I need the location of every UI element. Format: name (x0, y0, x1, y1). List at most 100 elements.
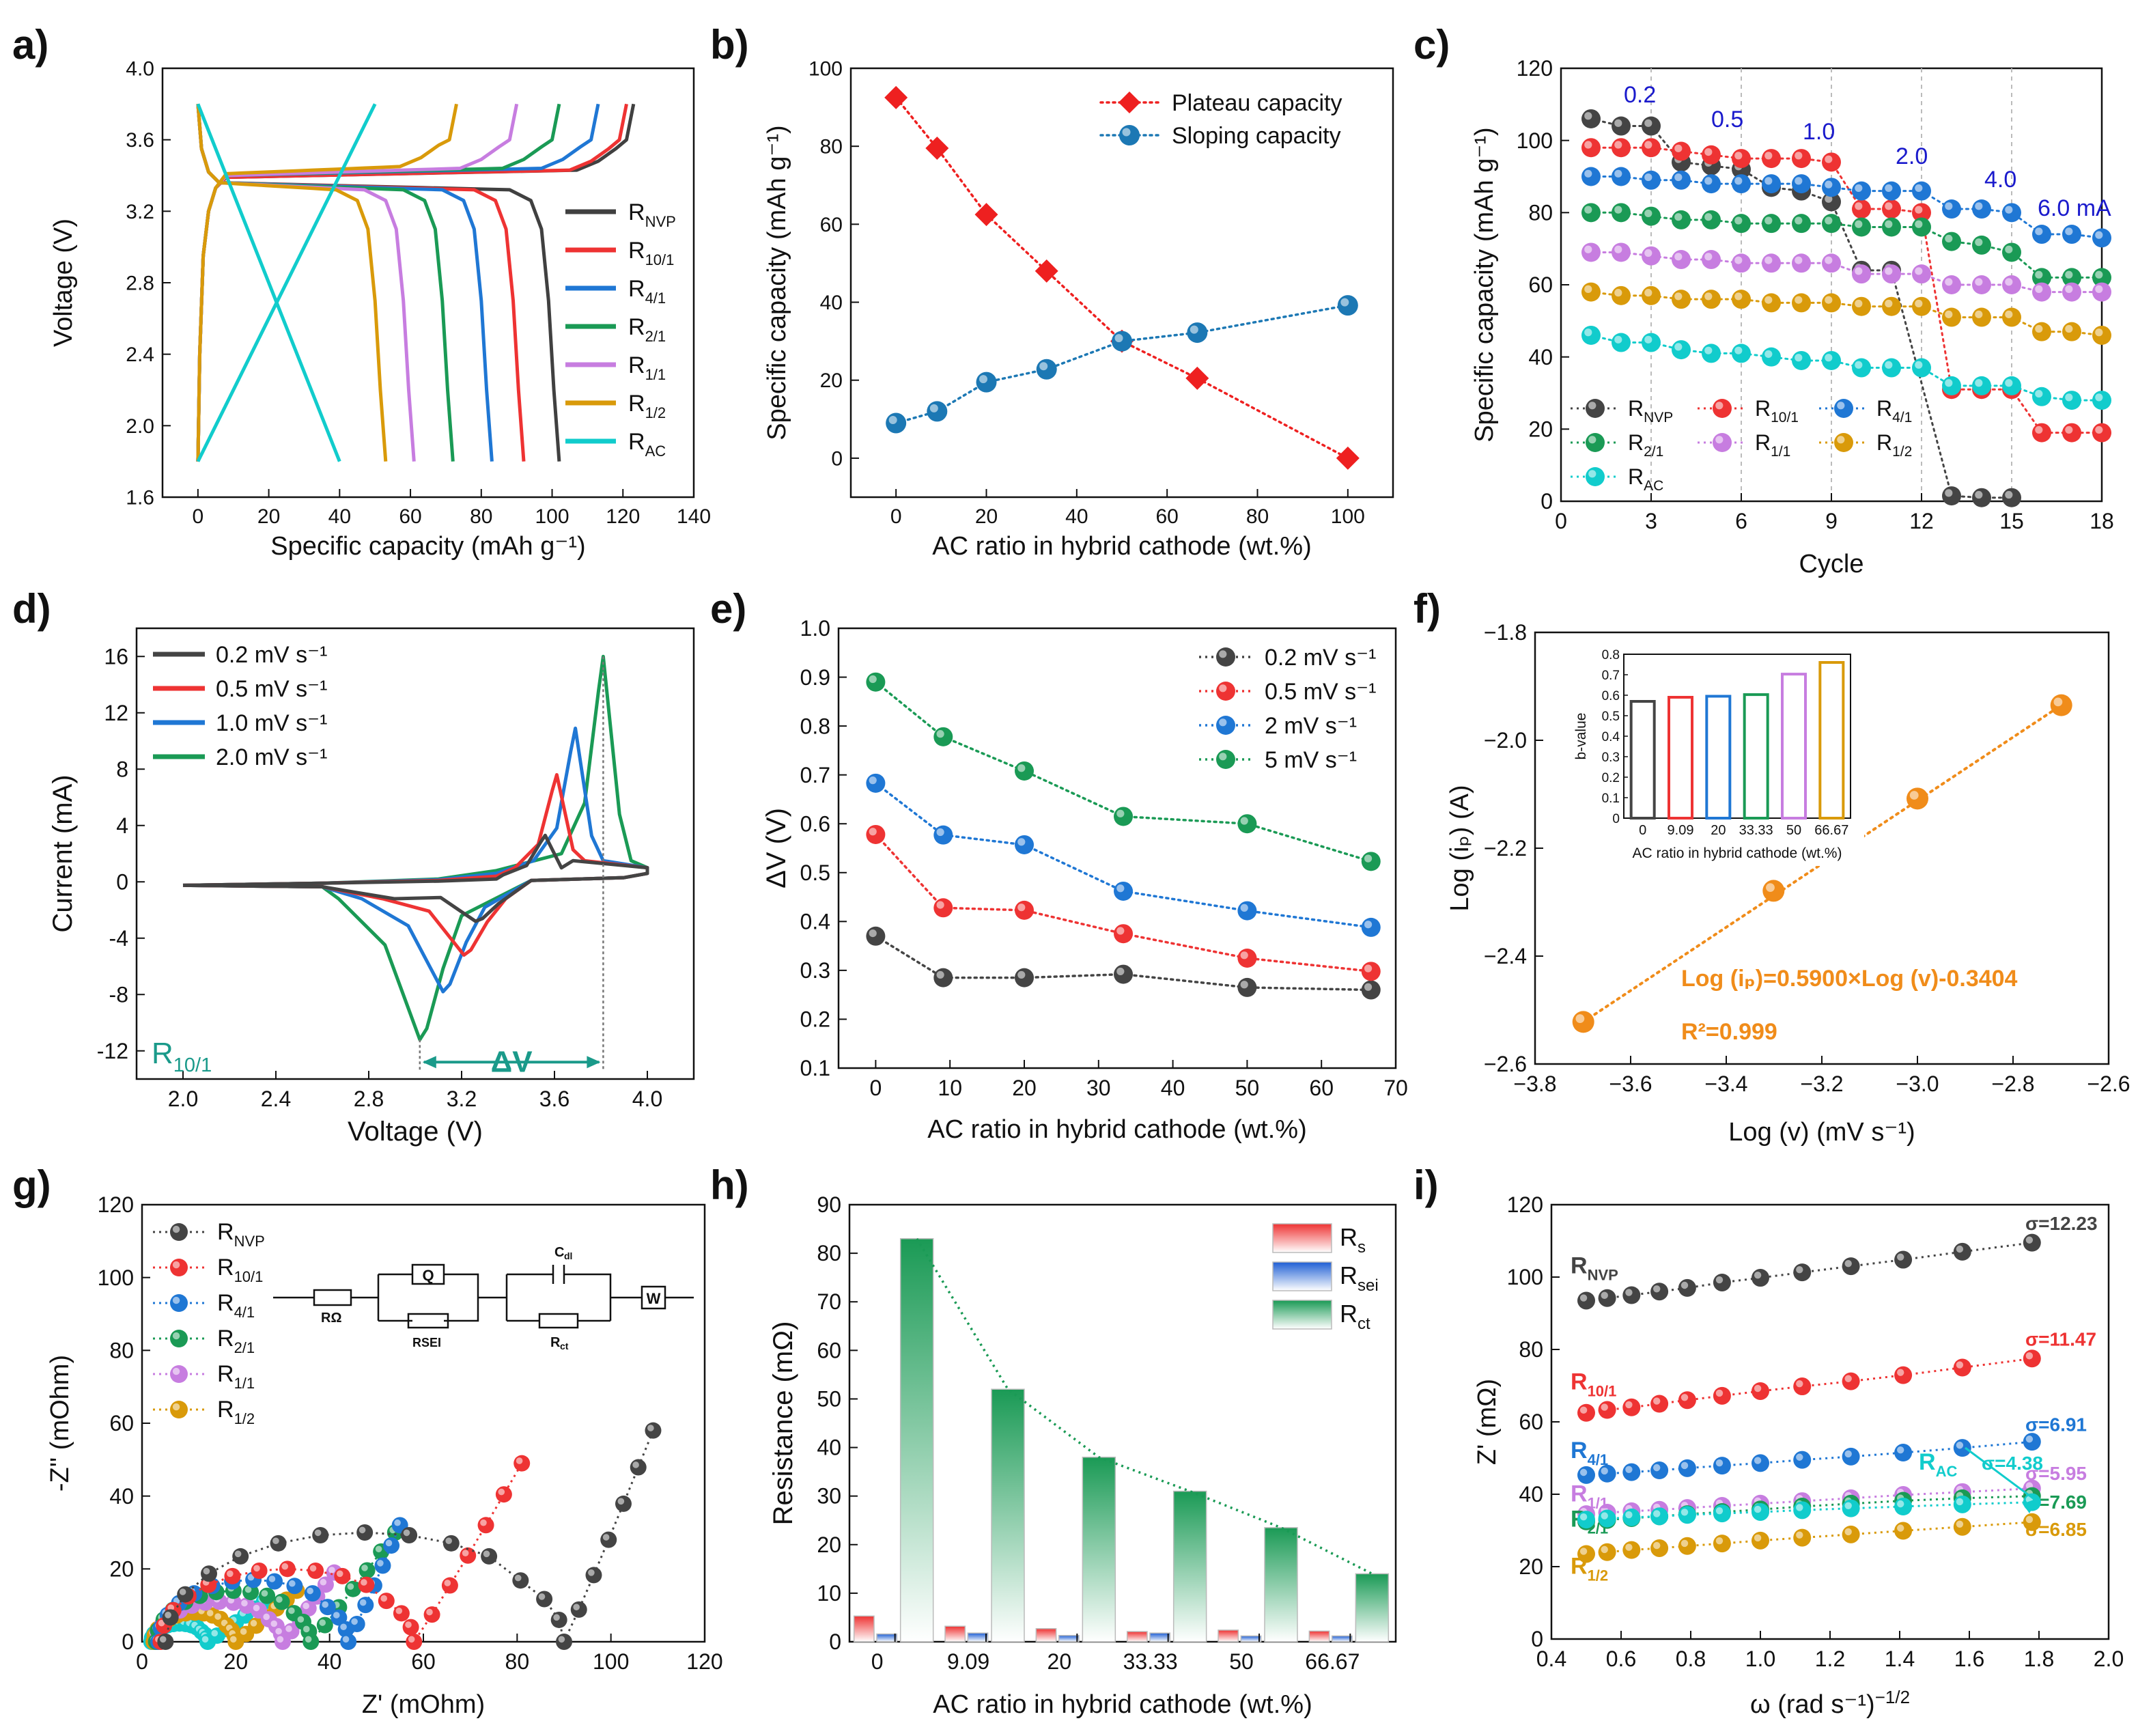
marker-body (2002, 242, 2021, 262)
marker-shine (1017, 764, 1026, 772)
data-point (2002, 203, 2021, 223)
marker-body (514, 1455, 531, 1472)
data-point (536, 1591, 553, 1608)
marker-shine (201, 1636, 209, 1643)
marker-shine (1825, 216, 1833, 225)
data-point (974, 203, 998, 227)
panel-label: h) (710, 1162, 749, 1208)
marker-body (1672, 340, 1691, 360)
marker-shine (307, 1587, 313, 1595)
data-point (2002, 376, 2021, 395)
data-point (1672, 170, 1691, 190)
data-point (1953, 1439, 1971, 1457)
marker-body (1972, 307, 1991, 327)
x-tick-label: −3.6 (1609, 1072, 1652, 1096)
data-point (2023, 1513, 2041, 1531)
data-point (406, 1634, 423, 1650)
data-point (2002, 242, 2021, 262)
data-point (927, 401, 948, 422)
legend-item: R1/2 (153, 1397, 255, 1427)
data-point (232, 1548, 249, 1565)
data-point (1678, 1506, 1696, 1524)
marker-shine (1653, 1285, 1661, 1293)
marker-body (1672, 210, 1691, 229)
data-point (1713, 1535, 1731, 1553)
legend-item: RAC (1571, 464, 1663, 494)
data-point (1015, 761, 1034, 781)
data-point (1702, 250, 1721, 270)
marker-shine (297, 1616, 305, 1623)
panel-e: 0 10 20 30 40 50 60 70 0.1 0.2 0.3 0.4 0.5 0.6 0.7 0.8 0… (761, 616, 1408, 1144)
charge-curve (196, 103, 519, 462)
y-tick-label: 60 (1528, 272, 1553, 297)
marker-body (2092, 423, 2111, 443)
marker-body (1793, 1528, 1812, 1547)
marker-body (1852, 181, 1871, 201)
data-point (374, 1557, 391, 1574)
marker-body (866, 672, 886, 692)
legend-item: R2/1 (1571, 430, 1663, 460)
marker-shine (1795, 152, 1803, 160)
legend-label: RNVP (217, 1219, 265, 1250)
x-tick-label: 12 (1909, 509, 1934, 533)
marker-shine (1915, 299, 1923, 308)
marker-shine (869, 929, 877, 938)
marker-shine (1644, 141, 1652, 149)
series-10/1 (1581, 138, 2111, 443)
marker-body (1842, 1447, 1860, 1466)
x-tick-label: 40 (318, 1649, 342, 1674)
x-tick-label: 100 (593, 1649, 629, 1674)
marker-shine (403, 1529, 410, 1537)
marker-shine (203, 1567, 210, 1575)
data-point (1612, 285, 1631, 305)
sigma-label: σ=5.95 (2025, 1463, 2087, 1484)
marker-body (1581, 325, 1601, 345)
marker-shine (1364, 964, 1373, 972)
legend-label: R1/2 (217, 1397, 255, 1427)
bar-group: 33.33 (1123, 1490, 1207, 1674)
y-tick-label: −1.8 (1484, 620, 1527, 645)
series-line (1586, 1495, 2032, 1523)
data-point (2032, 268, 2051, 288)
marker-body (1793, 1377, 1812, 1396)
marker-body (1972, 488, 1991, 507)
x-tick-label: 40 (1065, 505, 1088, 528)
inset-x-tick-label: 0 (1639, 823, 1646, 838)
data-point (303, 1634, 320, 1650)
data-point (1622, 1286, 1641, 1304)
marker-body (1942, 376, 1961, 395)
panel-i: 0.4 0.6 0.8 1.0 1.2 1.4 1.6 1.8 2.0 0 20 40 60 80 100 1… (1473, 1192, 2124, 1719)
marker-shine (1885, 361, 1893, 369)
y-tick-label: 12 (104, 701, 128, 725)
data-point (1642, 170, 1661, 190)
marker-body (1793, 1451, 1812, 1469)
marker-shine (1897, 1500, 1904, 1508)
data-point (1622, 1398, 1641, 1416)
marker-body (1015, 900, 1034, 920)
marker-body (1577, 1291, 1595, 1310)
inset-x-tick-label: 33.33 (1739, 823, 1773, 838)
marker-body (2023, 1433, 2041, 1451)
inset-y-label: b-value (1573, 713, 1589, 760)
marker-body (1972, 199, 1991, 219)
x-tick-label: 3 (1645, 509, 1657, 533)
legend-label: 2.0 mV s⁻¹ (216, 744, 327, 770)
y-tick-label: 0 (829, 1629, 841, 1654)
plot-frame (849, 67, 1394, 499)
y-tick-label: 2.8 (126, 272, 154, 295)
sigma-label: σ=4.38 (1982, 1453, 2043, 1474)
data-point (1942, 376, 1961, 395)
marker-shine (1579, 1294, 1588, 1302)
series-1: 0.5 mV s⁻¹ (866, 679, 1381, 981)
marker-shine (227, 1570, 234, 1578)
data-point (2023, 1233, 2041, 1252)
marker-shine (2095, 285, 2103, 293)
marker-body (201, 1565, 218, 1582)
marker-shine (1704, 253, 1713, 261)
y-tick-label: 0 (1541, 489, 1553, 514)
data-point (976, 372, 997, 393)
y-tick-label: 70 (817, 1289, 841, 1314)
series-NVP: RNVP σ=12.23 (1571, 1213, 2098, 1310)
marker-body (550, 1611, 567, 1628)
marker-body (1752, 1382, 1769, 1400)
